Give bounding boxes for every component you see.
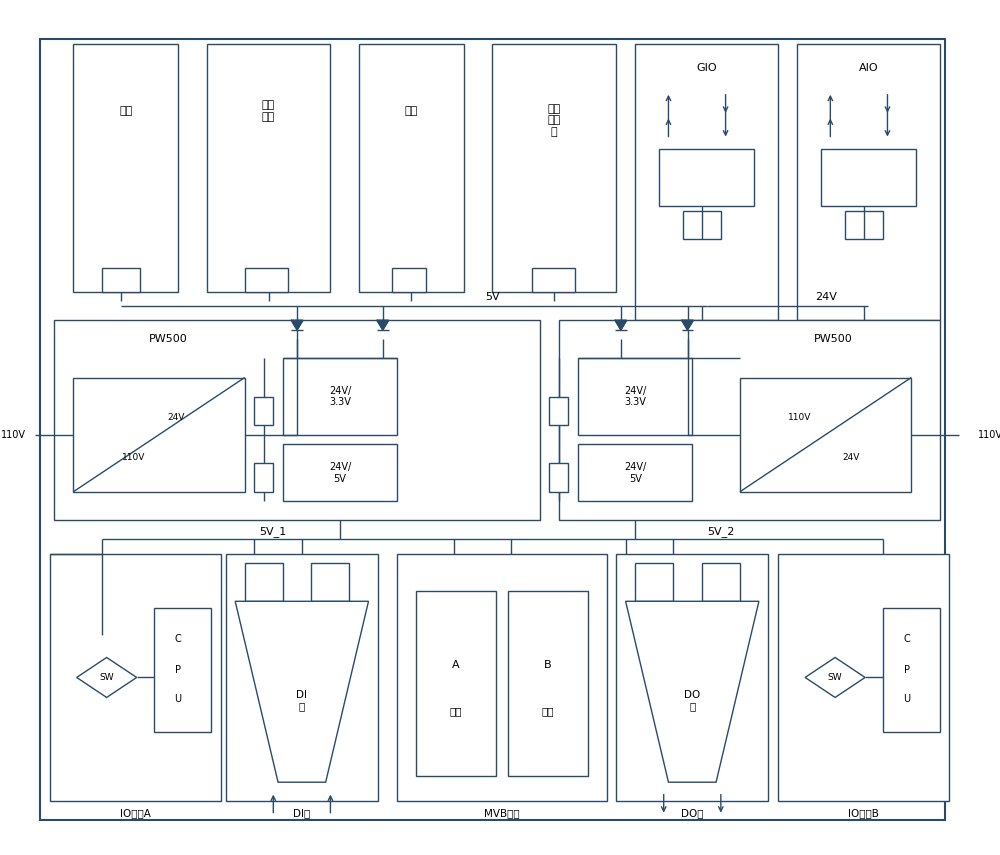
Text: 110V: 110V: [788, 413, 812, 422]
Polygon shape: [805, 657, 865, 698]
Bar: [102, 268, 140, 292]
Bar: [226, 554, 378, 801]
Polygon shape: [682, 321, 693, 330]
Bar: [392, 268, 426, 292]
Text: 5V_2: 5V_2: [707, 527, 735, 537]
Bar: [283, 358, 397, 434]
Bar: [778, 554, 949, 801]
Text: B: B: [544, 660, 552, 670]
Text: IO主控A: IO主控A: [120, 808, 151, 817]
Text: 24V: 24V: [815, 292, 837, 302]
Bar: [616, 554, 768, 801]
Bar: [559, 321, 940, 521]
Bar: [508, 591, 588, 776]
Text: 24V/
3.3V: 24V/ 3.3V: [329, 386, 351, 407]
Text: 网关: 网关: [405, 106, 418, 116]
Bar: [635, 563, 673, 601]
Bar: [254, 463, 273, 492]
Bar: [311, 563, 349, 601]
Bar: [578, 358, 692, 434]
Text: 24V/
5V: 24V/ 5V: [624, 462, 646, 484]
Polygon shape: [77, 657, 137, 698]
Text: 事件
记录: 事件 记录: [262, 100, 275, 121]
Bar: [416, 591, 496, 776]
Bar: [578, 444, 692, 501]
Bar: [254, 397, 273, 425]
Text: DI板: DI板: [293, 808, 310, 817]
Text: AIO: AIO: [859, 63, 878, 73]
Bar: [549, 397, 568, 425]
Bar: [397, 554, 607, 801]
Bar: [702, 563, 740, 601]
Text: U: U: [175, 693, 182, 704]
Bar: [549, 463, 568, 492]
Text: 5V: 5V: [485, 292, 500, 302]
Bar: [740, 378, 911, 492]
Text: A: A: [452, 660, 460, 670]
Text: 110V: 110V: [122, 453, 145, 462]
Bar: [659, 149, 754, 206]
Bar: [532, 268, 575, 292]
Bar: [73, 378, 245, 492]
Bar: [73, 44, 178, 292]
Text: P: P: [175, 665, 181, 675]
Text: DO
板: DO 板: [684, 690, 700, 711]
Text: MVB中继: MVB中继: [484, 808, 520, 817]
Polygon shape: [235, 601, 369, 782]
Bar: [845, 211, 883, 239]
Bar: [207, 44, 330, 292]
Bar: [50, 554, 221, 801]
Bar: [883, 608, 940, 732]
Text: 24V/
5V: 24V/ 5V: [329, 462, 351, 484]
Text: C: C: [903, 634, 910, 644]
Text: P: P: [904, 665, 910, 675]
Text: C: C: [175, 634, 181, 644]
Text: GIO: GIO: [696, 63, 717, 73]
Text: 24V: 24V: [167, 413, 185, 422]
Polygon shape: [615, 321, 627, 330]
Text: 主控: 主控: [119, 106, 132, 116]
Polygon shape: [377, 321, 389, 330]
Text: 24V/
3.3V: 24V/ 3.3V: [624, 386, 646, 407]
Text: SW: SW: [828, 673, 842, 682]
Text: DO板: DO板: [681, 808, 704, 817]
Text: IO主控B: IO主控B: [848, 808, 879, 817]
Text: DI
板: DI 板: [296, 690, 307, 711]
Text: 以太
网交
换: 以太 网交 换: [548, 103, 561, 137]
Text: U: U: [903, 693, 910, 704]
Bar: [359, 44, 464, 292]
Bar: [245, 268, 288, 292]
Bar: [245, 563, 283, 601]
Bar: [492, 44, 616, 292]
Bar: [635, 44, 778, 321]
Bar: [683, 211, 721, 239]
Text: PW500: PW500: [149, 334, 188, 345]
Text: SW: SW: [99, 673, 114, 682]
Text: PW500: PW500: [814, 334, 853, 345]
Bar: [283, 444, 397, 501]
Text: 通道: 通道: [541, 706, 554, 716]
Polygon shape: [626, 601, 759, 782]
Polygon shape: [291, 321, 303, 330]
Bar: [797, 44, 940, 321]
Text: 5V_1: 5V_1: [260, 527, 287, 537]
Text: 通道: 通道: [450, 706, 462, 716]
Bar: [821, 149, 916, 206]
Bar: [154, 608, 211, 732]
Bar: [54, 321, 540, 521]
Text: 24V: 24V: [843, 453, 860, 462]
Text: 110V: 110V: [1, 430, 26, 439]
Text: 110V: 110V: [978, 430, 1000, 439]
